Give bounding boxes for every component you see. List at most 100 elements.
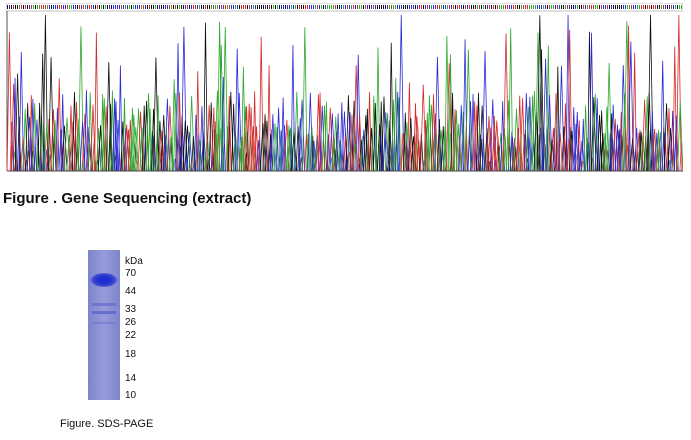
- chromatogram-peak: [403, 112, 408, 172]
- sequence-call-glyph: [369, 5, 370, 9]
- chromatogram-peak: [42, 14, 49, 172]
- sequence-call-glyph: [607, 5, 608, 9]
- sequence-call-glyph: [475, 5, 476, 9]
- sequence-call-glyph: [63, 5, 64, 9]
- sequence-call-glyph: [315, 5, 316, 9]
- chromatogram-peak: [610, 104, 617, 172]
- sequence-call-glyph: [103, 5, 104, 9]
- chromatogram-peak: [357, 158, 362, 172]
- chromatogram-peak: [139, 127, 145, 172]
- sequence-call-glyph: [563, 5, 564, 9]
- molecular-weight-marker: 70: [125, 268, 137, 279]
- chromatogram-peak: [326, 134, 331, 172]
- chromatogram-peak: [280, 97, 286, 172]
- chromatogram-peak: [437, 119, 442, 172]
- chromatogram-peak: [207, 158, 211, 172]
- chromatogram-peak: [506, 100, 512, 172]
- chromatogram-peak: [603, 106, 610, 172]
- chromatogram-peak: [337, 140, 343, 172]
- sequence-call-glyph: [641, 5, 642, 9]
- sequence-call-glyph: [165, 5, 166, 9]
- sequence-call-glyph: [17, 5, 18, 9]
- sequence-call-glyph: [531, 5, 532, 9]
- sequence-call-glyph: [471, 5, 472, 9]
- chromatogram-peak: [568, 126, 573, 172]
- sequence-call-glyph: [393, 5, 394, 9]
- chromatogram-peak: [221, 76, 226, 172]
- sequence-call-glyph: [19, 5, 20, 9]
- sequence-call-glyph: [439, 5, 440, 9]
- chromatogram-peak: [428, 104, 435, 172]
- sequence-call-glyph: [597, 5, 598, 9]
- sequence-call-glyph: [279, 5, 280, 9]
- molecular-weight-marker: 26: [125, 317, 137, 328]
- chromatogram-peak: [324, 101, 329, 172]
- sequence-call-glyph: [501, 5, 502, 9]
- sequence-call-glyph: [45, 5, 46, 9]
- chromatogram-peak: [135, 108, 142, 172]
- chromatogram-peak: [108, 103, 113, 172]
- sequence-call-glyph: [337, 5, 338, 9]
- sequence-call-glyph: [349, 5, 350, 9]
- sequence-call-glyph: [169, 5, 170, 9]
- sequence-call-glyph: [363, 5, 364, 9]
- sequence-call-glyph: [133, 5, 134, 9]
- chromatogram-peak: [25, 103, 31, 172]
- chromatogram-peak: [55, 107, 60, 172]
- chromatogram-peak: [553, 93, 559, 172]
- sequence-call-glyph: [189, 5, 190, 9]
- sequence-call-glyph: [91, 5, 92, 9]
- chromatogram-peak: [609, 113, 614, 172]
- chromatogram-peak: [361, 129, 367, 172]
- sequence-call-glyph: [47, 5, 48, 9]
- sequence-call-glyph: [271, 5, 272, 9]
- sequence-call-glyph: [677, 5, 678, 9]
- chromatogram-peak: [14, 73, 21, 172]
- sequence-call-glyph: [59, 5, 60, 9]
- chromatogram-peak: [105, 62, 112, 172]
- gel-faint-band: [93, 322, 115, 324]
- sequence-call-glyph: [405, 5, 406, 9]
- chromatogram-peak: [127, 119, 133, 172]
- sequence-call-glyph: [655, 5, 656, 9]
- sequence-call-glyph: [307, 5, 308, 9]
- chromatogram-peak: [489, 99, 496, 172]
- sequence-call-glyph: [137, 5, 138, 9]
- sequence-call-glyph: [371, 5, 372, 9]
- sequence-call-glyph: [437, 5, 438, 9]
- chromatogram-peak: [291, 132, 298, 172]
- sequence-call-glyph: [113, 5, 114, 9]
- sequence-call-glyph: [105, 5, 106, 9]
- sequence-call-glyph: [551, 5, 552, 9]
- chromatogram-peak: [353, 65, 360, 172]
- sequence-call-glyph: [299, 5, 300, 9]
- sequence-call-glyph: [637, 5, 638, 9]
- sequence-call-glyph: [425, 5, 426, 9]
- sequence-call-glyph: [361, 5, 362, 9]
- chromatogram-peak: [654, 132, 660, 172]
- chromatogram-peak: [245, 131, 250, 172]
- sequence-call-glyph: [483, 5, 484, 9]
- chromatogram-peak: [349, 114, 355, 172]
- chromatogram-peak: [204, 142, 209, 172]
- sequence-call-glyph: [171, 5, 172, 9]
- chromatogram-peak: [100, 94, 105, 172]
- sequence-call-glyph: [295, 5, 296, 9]
- sequence-call-glyph: [423, 5, 424, 9]
- sequence-call-glyph: [111, 5, 112, 9]
- chromatogram-peak: [36, 137, 40, 172]
- sequence-call-glyph: [135, 5, 136, 9]
- chromatogram-peak: [666, 108, 672, 172]
- sequence-call-glyph: [635, 5, 636, 9]
- chromatogram-peak: [304, 134, 309, 172]
- chromatogram-peak: [474, 105, 480, 172]
- sequence-call-glyph: [327, 5, 328, 9]
- chromatogram-peak: [186, 132, 193, 172]
- sequence-call-glyph: [503, 5, 504, 9]
- chromatogram-peak: [557, 137, 561, 172]
- chromatogram-peak: [256, 140, 262, 172]
- chromatogram-peak: [498, 133, 504, 172]
- chromatogram-peak: [546, 94, 553, 172]
- chromatogram-peak: [676, 14, 682, 172]
- sequence-call-glyph: [485, 5, 486, 9]
